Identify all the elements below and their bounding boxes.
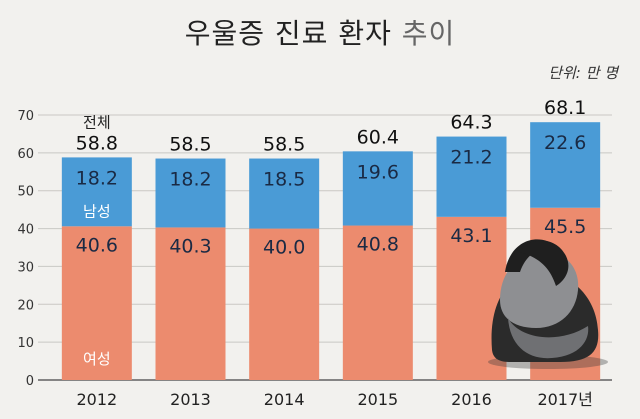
male-value-label: 21.2 xyxy=(450,147,492,169)
grid-lines xyxy=(38,114,612,381)
total-value-label: 60.4 xyxy=(357,126,399,148)
y-tick-label: 20 xyxy=(17,298,34,313)
bar-male-2017년 xyxy=(530,122,601,208)
bar-female-2012 xyxy=(61,226,132,380)
total-value-label: 58.5 xyxy=(263,134,305,156)
male-value-label: 18.2 xyxy=(169,169,211,191)
bar-female-2014 xyxy=(249,228,320,380)
bar-female-2013 xyxy=(155,227,226,380)
total-value-label: 58.5 xyxy=(169,134,211,156)
female-value-label: 40.6 xyxy=(76,234,118,256)
chart-title: 우울증 진료 환자 추이 xyxy=(0,12,640,52)
series-label-female: 여성 xyxy=(83,350,111,368)
x-axis: 2012 2013 2014 2015 2016 2017년 xyxy=(76,390,592,409)
unit-label: 단위: 만 명 xyxy=(548,64,618,82)
female-value-label: 45.5 xyxy=(544,216,586,238)
y-tick-label: 40 xyxy=(17,223,34,238)
series-label-male: 남성 xyxy=(83,202,111,220)
chart-title-main: 우울증 진료 환자 xyxy=(184,17,392,50)
y-tick-label: 0 xyxy=(26,374,34,389)
total-value-label: 58.8 xyxy=(76,132,118,154)
bar-male-2012 xyxy=(61,157,132,227)
series-label-total: 전체 xyxy=(83,113,111,131)
total-value-label: 68.1 xyxy=(544,97,586,119)
male-value-label: 18.2 xyxy=(76,167,118,189)
chart-title-light: 추이 xyxy=(391,17,456,50)
male-value-label: 18.5 xyxy=(263,169,305,191)
x-tick-label: 2014 xyxy=(264,390,305,409)
bar-female-2015 xyxy=(342,225,413,380)
y-tick-label: 30 xyxy=(17,260,34,275)
bar-male-2014 xyxy=(249,158,320,229)
bar-male-2016 xyxy=(436,136,507,217)
female-value-label: 43.1 xyxy=(450,225,492,247)
male-value-label: 19.6 xyxy=(357,161,399,183)
y-tick-label: 10 xyxy=(17,336,34,351)
sad-person-illustration xyxy=(488,239,608,369)
female-value-label: 40.8 xyxy=(357,234,399,256)
male-value-label: 22.6 xyxy=(544,132,586,154)
bar-male-2013 xyxy=(155,158,226,228)
total-value-label: 64.3 xyxy=(450,112,492,134)
x-tick-label: 2013 xyxy=(170,390,211,409)
y-tick-label: 50 xyxy=(17,185,34,200)
female-value-label: 40.0 xyxy=(263,237,305,259)
x-tick-label: 2016 xyxy=(451,390,492,409)
y-tick-label: 60 xyxy=(17,147,34,162)
x-tick-label: 2015 xyxy=(357,390,398,409)
y-tick-label: 70 xyxy=(17,109,34,124)
bar-male-2015 xyxy=(342,151,413,226)
female-value-label: 40.3 xyxy=(169,235,211,257)
x-tick-label: 2017년 xyxy=(537,390,592,409)
x-tick-label: 2012 xyxy=(76,390,117,409)
y-axis: 0 10 20 30 40 50 60 70 xyxy=(17,109,34,389)
